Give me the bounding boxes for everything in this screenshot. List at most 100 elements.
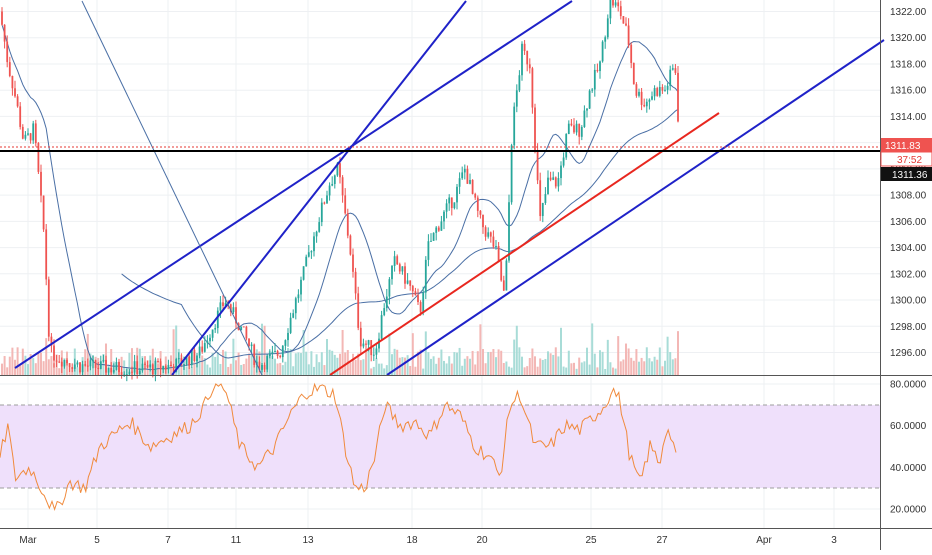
rsi-tick-label: 20.0000 (890, 505, 927, 516)
volume-bar (58, 368, 61, 375)
volume-bar (190, 367, 193, 375)
candle-body (19, 106, 22, 127)
candle-body (3, 24, 6, 42)
volume-bar (138, 348, 141, 375)
volume-bar (435, 363, 438, 375)
volume-bar (489, 351, 492, 375)
candle-body (37, 143, 40, 172)
trendline-upper-channel[interactable] (14, 0, 573, 369)
candle-body (79, 362, 81, 373)
price-tick-label: 1308.00 (890, 191, 927, 202)
volume-bar (448, 356, 451, 375)
candle-body (320, 202, 323, 223)
candle-body (162, 366, 165, 370)
candle-body (482, 214, 484, 228)
candle-body (336, 163, 339, 176)
time-axis-labels[interactable]: Mar 5 7 11 13 18 20 25 27 Apr 3 (19, 535, 837, 546)
volume-bar (331, 350, 334, 375)
candle-body (518, 75, 521, 91)
candle-body (419, 302, 422, 313)
volume-bar (37, 352, 40, 375)
volume-bar (404, 357, 406, 375)
volume-bar (666, 336, 669, 375)
candle-body (305, 256, 308, 267)
volume-bar (307, 364, 310, 375)
volume-bar (552, 354, 555, 375)
volume-bar (8, 356, 11, 375)
volume-bar (6, 367, 9, 375)
candle-body (471, 179, 474, 194)
volume-bar (19, 365, 22, 375)
candle-body (497, 245, 500, 262)
candle-body (141, 363, 144, 371)
candle-body (588, 90, 591, 109)
volume-bar (484, 363, 487, 375)
volume-bar (396, 349, 399, 375)
volume-bar (349, 362, 352, 375)
volume-bar (120, 356, 123, 375)
candle-body (107, 367, 110, 373)
volume-bar (547, 351, 549, 375)
volume-bar (341, 329, 344, 375)
candle-body (188, 356, 191, 366)
volume-bar (562, 366, 565, 375)
volume-bar (206, 364, 209, 375)
volume-bar (320, 352, 323, 375)
volume-bar (492, 349, 495, 375)
candle-body (495, 245, 497, 247)
price-tick-label: 1300.00 (890, 296, 927, 307)
volume-bar (505, 361, 508, 375)
volume-bar (534, 356, 536, 375)
candle-body (76, 362, 79, 365)
volume-bar (450, 363, 453, 375)
candle-body (45, 229, 48, 280)
candle-body (666, 85, 669, 90)
volume-bar (443, 360, 445, 375)
candle-body (422, 292, 425, 313)
candle-body (414, 291, 417, 296)
candle-body (640, 91, 643, 105)
volume-bar (617, 336, 620, 375)
time-tick-label: Mar (19, 535, 37, 546)
volume-bar (297, 352, 300, 375)
candle-body (534, 107, 536, 151)
candle-body (6, 41, 9, 63)
moving-average-long-line (121, 108, 679, 359)
trend-lines[interactable] (14, 0, 885, 376)
volume-bar (409, 365, 412, 375)
candle-body (328, 185, 331, 196)
candle-body (664, 89, 666, 91)
volume-bar (567, 350, 570, 375)
trendline-lower-channel[interactable] (386, 39, 885, 376)
candle-body (365, 343, 367, 345)
volume-bar (606, 339, 609, 375)
trendline-steep[interactable] (171, 0, 467, 376)
candle-body (138, 370, 141, 374)
candle-body (55, 360, 58, 362)
volume-bar (461, 365, 464, 375)
candle-body (159, 361, 162, 370)
candle-body (625, 23, 627, 26)
volume-bar (601, 351, 604, 375)
candle-body (115, 362, 118, 370)
price-tick-label: 1296.00 (890, 348, 927, 359)
candle-body (643, 104, 646, 107)
volume-bar (458, 347, 461, 375)
trendline-red[interactable] (329, 112, 720, 376)
candle-body (146, 364, 149, 368)
candle-body (354, 271, 357, 294)
rsi-axis-labels[interactable]: 80.0000 60.0000 40.0000 20.0000 (890, 380, 927, 516)
volume-bar (630, 357, 633, 375)
volume-bar (495, 357, 497, 375)
trendline-descending[interactable] (81, 0, 263, 376)
candle-body (677, 72, 679, 122)
volume-bar (310, 351, 313, 375)
price-tick-label: 1316.00 (890, 86, 927, 97)
candle-body (271, 351, 274, 354)
candle-body (133, 361, 136, 373)
price-tick-label: 1298.00 (890, 322, 927, 333)
candle-body (307, 252, 310, 257)
candle-body (157, 360, 159, 362)
candle-body (268, 353, 271, 357)
